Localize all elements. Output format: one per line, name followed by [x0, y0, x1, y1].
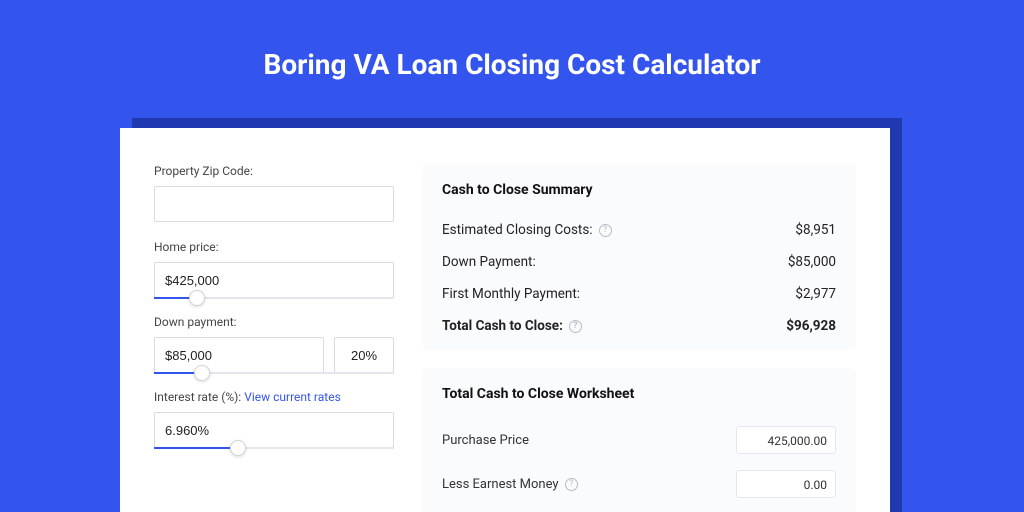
home-price-field: Home price: [154, 240, 394, 297]
interest-rate-slider-thumb[interactable] [230, 440, 246, 456]
summary-row-label: Down Payment: [442, 254, 536, 270]
down-payment-label: Down payment: [154, 315, 394, 329]
summary-row-label: Total Cash to Close: [442, 318, 582, 334]
down-payment-pct-input[interactable] [334, 337, 394, 373]
interest-rate-input[interactable] [154, 412, 394, 448]
summary-row-label: Estimated Closing Costs: [442, 222, 612, 238]
interest-rate-field: Interest rate (%): View current rates [154, 390, 394, 447]
down-payment-amount-input[interactable] [154, 337, 324, 373]
summary-row-label: First Monthly Payment: [442, 286, 580, 302]
interest-rate-label: Interest rate (%): View current rates [154, 390, 394, 404]
worksheet-row-value[interactable]: 0.00 [736, 470, 836, 498]
interest-rate-slider-fill [154, 447, 238, 449]
summary-panel: Cash to Close Summary Estimated Closing … [422, 164, 856, 350]
worksheet-row-value[interactable]: 425,000.00 [736, 426, 836, 454]
worksheet-heading: Total Cash to Close Worksheet [442, 386, 836, 402]
help-icon[interactable] [565, 478, 578, 491]
summary-row: Total Cash to Close: $96,928 [442, 310, 836, 342]
inputs-column: Property Zip Code: Home price: Down paym… [154, 164, 394, 512]
worksheet-row-label: Less Earnest Money [442, 477, 578, 492]
home-price-label: Home price: [154, 240, 394, 254]
results-column: Cash to Close Summary Estimated Closing … [422, 164, 856, 512]
help-icon[interactable] [569, 320, 582, 333]
interest-rate-label-text: Interest rate (%): [154, 390, 241, 404]
summary-row-value: $96,928 [786, 318, 836, 334]
down-payment-field: Down payment: [154, 315, 394, 372]
summary-row: Down Payment: $85,000 [442, 246, 836, 278]
page-background: Boring VA Loan Closing Cost Calculator P… [0, 0, 1024, 512]
worksheet-row-label: Purchase Price [442, 433, 529, 448]
down-payment-slider-thumb[interactable] [194, 365, 210, 381]
summary-heading: Cash to Close Summary [442, 182, 836, 198]
zip-field: Property Zip Code: [154, 164, 394, 222]
zip-input[interactable] [154, 186, 394, 222]
calculator-card: Property Zip Code: Home price: Down paym… [120, 128, 890, 512]
summary-row: First Monthly Payment: $2,977 [442, 278, 836, 310]
help-icon[interactable] [599, 224, 612, 237]
home-price-slider-thumb[interactable] [189, 290, 205, 306]
summary-row-value: $2,977 [795, 286, 836, 302]
worksheet-row: Total Mortgage Loan Amount340,000.00 [442, 506, 836, 512]
worksheet-rows: Purchase Price 425,000.00 Less Earnest Mon… [442, 418, 836, 512]
summary-row: Estimated Closing Costs: $8,951 [442, 214, 836, 246]
zip-label: Property Zip Code: [154, 164, 394, 178]
summary-row-value: $8,951 [795, 222, 836, 238]
worksheet-row: Purchase Price 425,000.00 [442, 418, 836, 462]
page-title: Boring VA Loan Closing Cost Calculator [0, 0, 1024, 81]
worksheet-panel: Total Cash to Close Worksheet Purchase P… [422, 368, 856, 512]
view-rates-link[interactable]: View current rates [244, 390, 341, 404]
worksheet-row: Less Earnest Money 0.00 [442, 462, 836, 506]
summary-rows: Estimated Closing Costs: $8,951 Down Payme… [442, 214, 836, 342]
summary-row-value: $85,000 [788, 254, 836, 270]
